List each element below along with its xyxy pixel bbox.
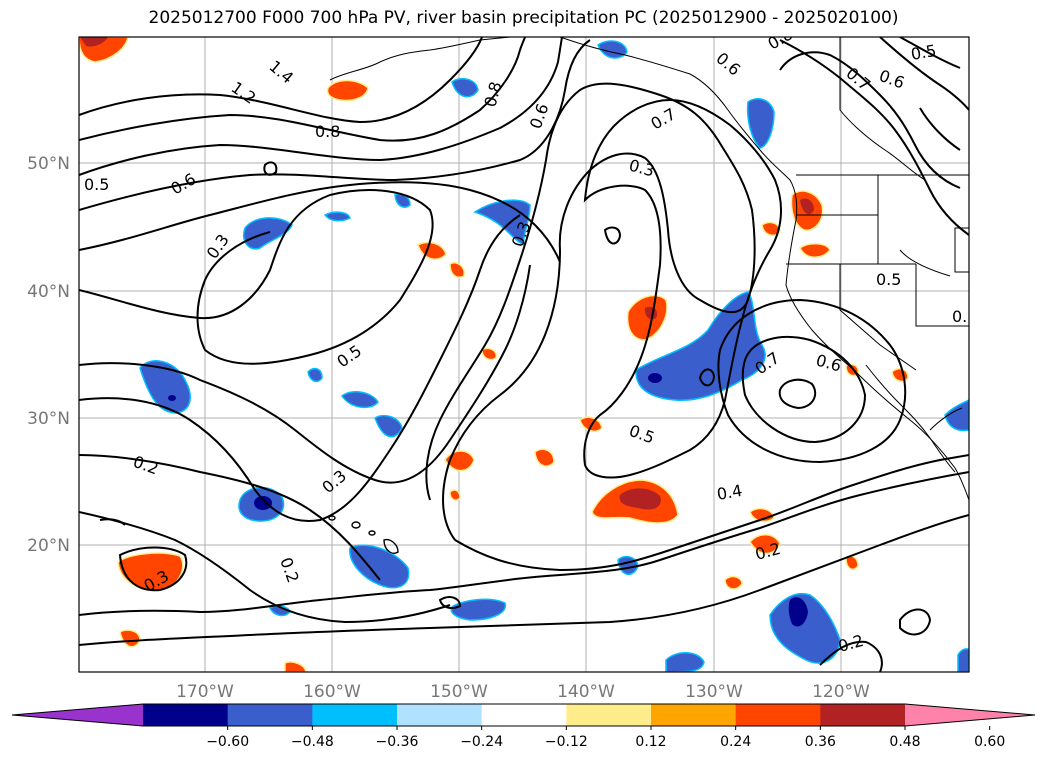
lon-label-160w: 160°W	[303, 682, 361, 702]
lon-label-140w: 140°W	[557, 682, 615, 702]
colorbar-extend-high	[905, 704, 1035, 726]
colorbar-box	[143, 704, 229, 726]
map-frame	[78, 36, 970, 673]
colorbar-tick-label: 0.60	[974, 734, 1005, 750]
colorbar-tick-label: 0.48	[889, 734, 920, 750]
positive-precip-patches	[79, 37, 909, 672]
hawaii-islands	[328, 515, 399, 554]
lat-label-30n: 30°N	[27, 409, 70, 429]
svg-text:0.5: 0.5	[909, 41, 937, 64]
colorbar-tick-label: −0.24	[460, 734, 503, 750]
svg-text:0.5: 0.5	[876, 270, 901, 289]
colorbar-box	[312, 704, 398, 726]
colorbar-box	[820, 704, 906, 726]
gridlines	[79, 37, 969, 672]
latitude-labels: 50°N 40°N 30°N 20°N	[27, 154, 70, 556]
pv-contours	[79, 37, 969, 672]
colorbar-box	[227, 704, 313, 726]
colorbar-tick-label: −0.12	[545, 734, 588, 750]
colorbar-tick-label: 0.36	[805, 734, 836, 750]
colorbar-tick-label: −0.48	[291, 734, 334, 750]
colorbar-tick-label: 0.12	[635, 734, 666, 750]
negative-precip-patches	[139, 40, 969, 672]
colorbar-box	[566, 704, 652, 726]
colorbar: −0.60 −0.48 −0.36 −0.24 −0.12 0.12 0.24 0.36 0.4…	[11, 703, 1036, 750]
longitude-labels: 170°W 160°W 150°W 140°W 130°W 120°W	[176, 682, 870, 702]
colorbar-outline	[11, 703, 1036, 727]
svg-text:0.5: 0.5	[84, 175, 109, 194]
colorbar-box	[651, 704, 737, 726]
coastlines	[329, 37, 969, 501]
colorbar-box	[735, 704, 821, 726]
colorbar-tick-label: −0.60	[206, 734, 249, 750]
svg-text:0.5: 0.5	[952, 307, 977, 326]
colorbar-tick-label: −0.36	[376, 734, 419, 750]
lon-label-120w: 120°W	[812, 682, 870, 702]
svg-text:0.4: 0.4	[715, 481, 743, 504]
svg-text:0.8: 0.8	[315, 122, 340, 141]
colorbar-extend-low	[12, 704, 143, 726]
colorbar-box	[481, 704, 567, 726]
colorbar-box	[397, 704, 483, 726]
lon-label-150w: 150°W	[430, 682, 488, 702]
lat-label-20n: 20°N	[27, 536, 70, 556]
lat-label-50n: 50°N	[27, 154, 70, 174]
map-title: 2025012700 F000 700 hPa PV, river basin …	[148, 8, 899, 28]
lon-label-130w: 130°W	[685, 682, 743, 702]
lat-label-40n: 40°N	[27, 282, 70, 302]
lon-label-170w: 170°W	[176, 682, 234, 702]
colorbar-tick-label: 0.24	[720, 734, 751, 750]
